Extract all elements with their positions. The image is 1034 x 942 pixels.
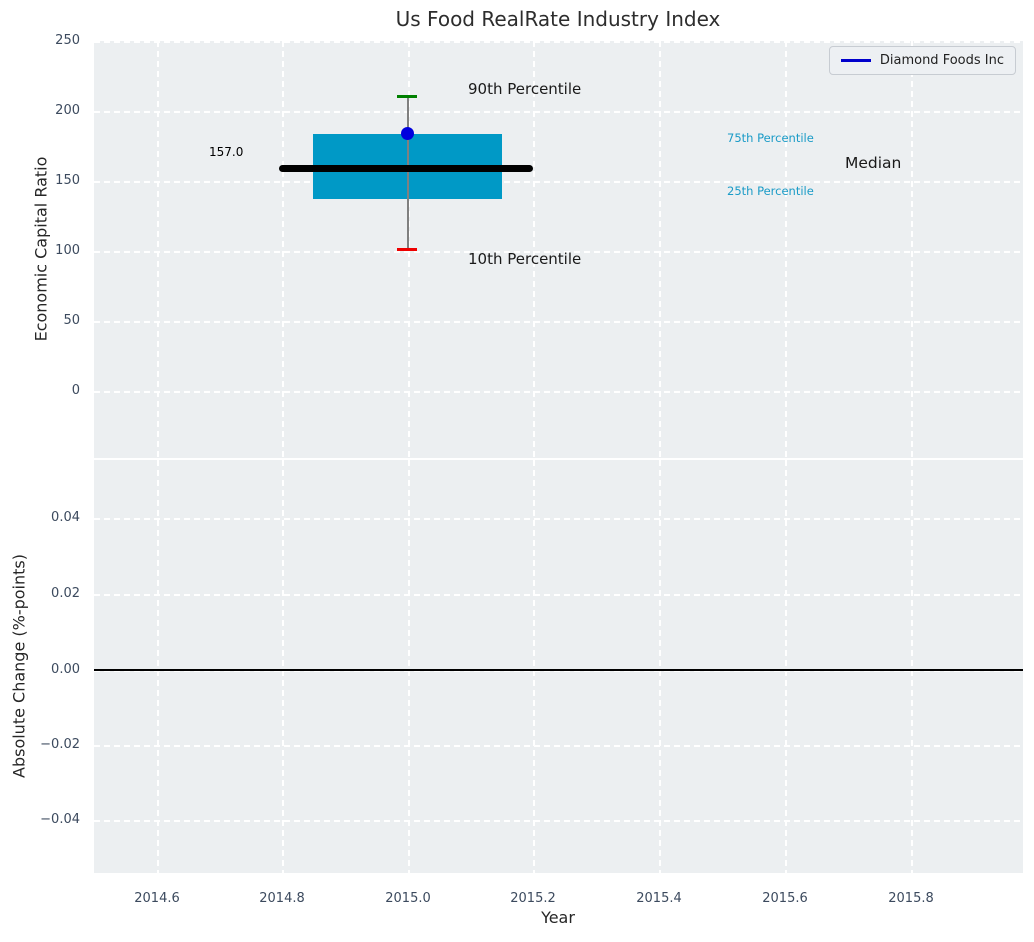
gridline-vertical [911, 41, 913, 458]
gridline-vertical [533, 41, 535, 458]
y-tick-label: 0.00 [51, 662, 80, 677]
y-axis-label-lower: Absolute Change (%-points) [9, 554, 29, 778]
y-tick-label: 100 [55, 243, 80, 258]
gridline-horizontal [94, 745, 1023, 747]
boxplot-whisker-line [407, 97, 409, 250]
x-axis-label: Year [541, 908, 575, 927]
gridline-horizontal [94, 251, 1023, 253]
gridline-vertical [659, 41, 661, 458]
x-tick-label: 2015.2 [510, 891, 556, 906]
x-tick-label: 2015.8 [888, 891, 934, 906]
gridline-horizontal [94, 111, 1023, 113]
y-tick-label: 0.02 [51, 586, 80, 601]
boxplot-median-line [279, 165, 533, 172]
gridline-horizontal [94, 518, 1023, 520]
y-tick-label: −0.02 [40, 737, 80, 752]
zero-reference-line [94, 669, 1023, 671]
annotation-75th-percentile: 75th Percentile [727, 131, 814, 145]
y-tick-label: 0 [71, 383, 80, 398]
gridline-horizontal [94, 391, 1023, 393]
annotation-90th-percentile: 90th Percentile [468, 80, 582, 98]
upper-axes-economic-capital-ratio: 90th Percentile 10th Percentile 75th Per… [94, 41, 1023, 458]
gridline-vertical [785, 41, 787, 458]
annotation-25th-percentile: 25th Percentile [727, 184, 814, 198]
gridline-vertical [659, 460, 661, 873]
gridline-vertical [157, 460, 159, 873]
median-value-label: 157.0 [209, 145, 244, 159]
chart-title: Us Food RealRate Industry Index [395, 7, 721, 31]
y-tick-label: 50 [63, 313, 80, 328]
gridline-horizontal [94, 181, 1023, 183]
gridline-horizontal [94, 41, 1023, 43]
y-axis-label-upper: Economic Capital Ratio [31, 156, 51, 342]
gridline-vertical [408, 460, 410, 873]
y-tick-label: 200 [55, 103, 80, 118]
boxplot-p10-cap [397, 248, 417, 251]
x-tick-label: 2015.4 [636, 891, 682, 906]
gridline-horizontal [94, 820, 1023, 822]
gridline-vertical [282, 41, 284, 458]
y-tick-label: 250 [55, 33, 80, 48]
gridline-horizontal [94, 321, 1023, 323]
gridline-horizontal [94, 670, 1023, 672]
legend-label: Diamond Foods Inc [879, 53, 1004, 68]
y-tick-label: −0.04 [40, 812, 80, 827]
lower-axes-absolute-change [94, 460, 1023, 873]
gridline-vertical [282, 460, 284, 873]
gridline-vertical [785, 460, 787, 873]
x-tick-label: 2015.6 [762, 891, 808, 906]
gridline-vertical [911, 460, 913, 873]
annotation-median: Median [845, 154, 902, 172]
legend: Diamond Foods Inc [828, 46, 1016, 75]
y-tick-label: 150 [55, 173, 80, 188]
gridline-vertical [157, 41, 159, 458]
x-tick-label: 2014.8 [259, 891, 305, 906]
company-point-marker [401, 127, 414, 140]
x-tick-label: 2014.6 [134, 891, 180, 906]
y-tick-label: 0.04 [51, 510, 80, 525]
boxplot-p90-cap [397, 95, 417, 98]
x-tick-label: 2015.0 [385, 891, 431, 906]
annotation-10th-percentile: 10th Percentile [468, 250, 582, 268]
legend-line-swatch [840, 59, 871, 62]
gridline-vertical [533, 460, 535, 873]
gridline-horizontal [94, 594, 1023, 596]
